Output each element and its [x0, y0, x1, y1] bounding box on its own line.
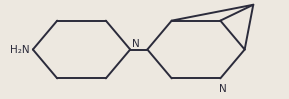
Text: N: N [219, 84, 227, 94]
Text: N: N [131, 39, 139, 49]
Text: H₂N: H₂N [10, 44, 30, 55]
